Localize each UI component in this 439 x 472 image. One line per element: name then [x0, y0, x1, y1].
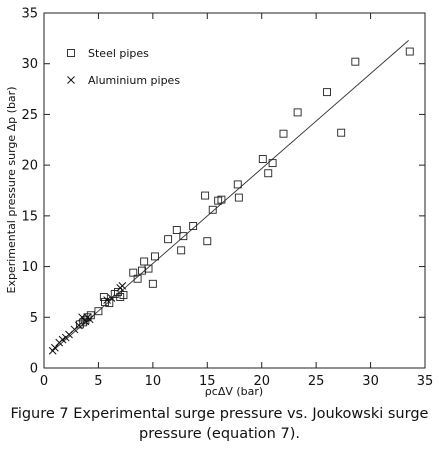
data-point-steel	[140, 257, 149, 266]
data-point-steel	[279, 129, 288, 138]
data-point-aluminium	[74, 321, 83, 330]
x-tick-label: 10	[145, 374, 162, 389]
data-point-aluminium	[118, 281, 127, 290]
x-tick-label: 15	[199, 374, 216, 389]
data-point-steel	[172, 226, 181, 235]
data-point-steel	[405, 47, 414, 56]
data-point-aluminium	[81, 317, 90, 326]
data-point-steel	[268, 159, 277, 168]
x-tick-label: 30	[362, 374, 379, 389]
legend-label: Steel pipes	[88, 47, 149, 60]
y-tick-label: 35	[21, 7, 38, 22]
data-point-steel	[164, 235, 173, 244]
data-point-aluminium	[107, 294, 116, 302]
y-tick-label: 15	[21, 209, 38, 224]
data-point-steel	[234, 193, 243, 202]
data-point-steel	[129, 268, 138, 277]
data-point-steel	[258, 155, 267, 164]
data-point-steel	[94, 307, 103, 316]
data-point-steel	[133, 274, 142, 283]
data-point-steel	[323, 88, 331, 97]
legend: Steel pipes Aluminium pipes	[67, 47, 180, 87]
caption-line-1: Figure 7 Experimental surge pressure vs.…	[10, 406, 429, 422]
x-tick-label: 0	[40, 374, 48, 389]
data-point-steel	[337, 128, 346, 137]
data-point-steel	[264, 169, 273, 178]
y-tick-label: 10	[21, 260, 38, 275]
y-tick-label: 30	[21, 57, 38, 72]
scatter-chart: 0 5 10 15 20 25 30 35 0 5 10 15 20 25 30 35 Steel pipes…	[5, 7, 433, 399]
data-point-aluminium	[51, 343, 59, 352]
x-tick-label: 25	[308, 374, 325, 389]
y-axis-label: Experimental pressure surge Δp (bar)	[5, 87, 18, 294]
x-axis-label: ρcΔV (bar)	[205, 385, 263, 398]
legend-marker-square	[67, 49, 75, 57]
data-point-steel	[148, 279, 157, 288]
data-point-aluminium	[85, 315, 94, 324]
data-point-steel	[99, 293, 108, 301]
legend-marker-cross	[67, 76, 75, 84]
data-point-steel	[179, 232, 188, 241]
x-tick-label: 5	[94, 374, 102, 389]
data-point-aluminium	[103, 296, 111, 304]
y-tick-label: 20	[21, 159, 38, 174]
data-point-steel	[144, 264, 153, 273]
y-tick-label: 25	[21, 108, 38, 123]
fit-line-group	[51, 40, 409, 353]
data-point-steel	[203, 237, 212, 246]
axis-ticks: 0 5 10 15 20 25 30 35 0 5 10 15 20 25 30 35	[21, 7, 433, 390]
legend-label: Aluminium pipes	[88, 74, 180, 87]
data-point-steel	[201, 191, 210, 200]
data-point-steel	[293, 108, 302, 117]
data-point-steel	[351, 57, 360, 66]
figure-caption: Figure 7 Experimental surge pressure vs.…	[0, 404, 439, 444]
data-point-aluminium	[78, 313, 86, 322]
y-tick-label: 5	[30, 311, 38, 326]
data-point-steel	[217, 195, 226, 204]
data-points	[48, 47, 414, 355]
x-tick-label: 35	[417, 374, 434, 389]
data-point-steel	[208, 205, 217, 214]
data-point-steel	[138, 266, 146, 275]
data-point-steel	[189, 222, 198, 230]
data-point-steel	[177, 246, 186, 255]
plot-frame	[43, 12, 426, 369]
data-point-steel	[114, 287, 122, 296]
fit-line	[51, 40, 409, 353]
data-point-steel	[233, 180, 242, 189]
y-tick-label: 0	[30, 362, 38, 377]
data-point-steel	[151, 252, 159, 261]
x-tick-label: 20	[253, 374, 270, 389]
caption-line-2: pressure (equation 7).	[139, 426, 300, 442]
